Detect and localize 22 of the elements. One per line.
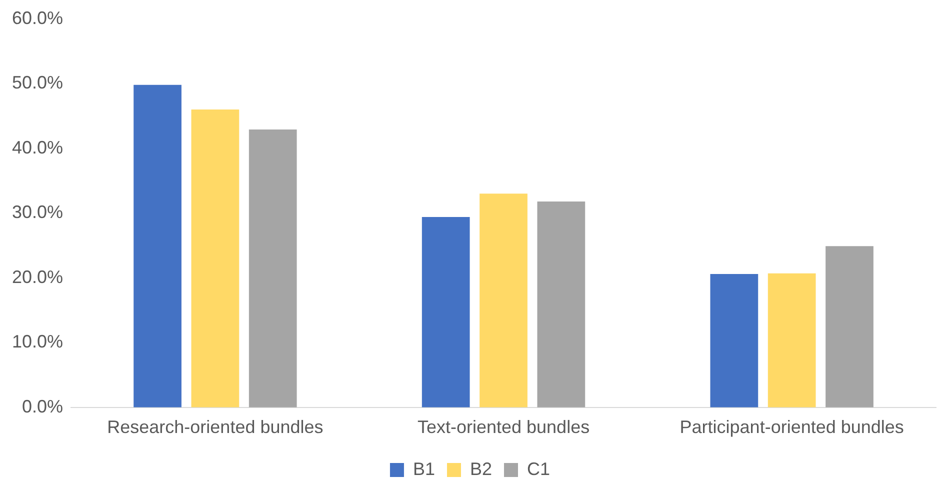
legend-label: B1 — [412, 458, 436, 479]
y-tick-label: 0.0% — [22, 396, 64, 416]
legend-label: B2 — [470, 458, 492, 479]
legend-label: C1 — [527, 458, 550, 479]
bar — [710, 274, 758, 408]
bar — [191, 109, 240, 408]
bar — [480, 194, 528, 408]
bar — [248, 130, 297, 408]
x-tick-label: Participant-oriented bundles — [680, 417, 904, 438]
x-tick-label: Text-oriented bundles — [417, 417, 590, 438]
bar — [826, 246, 874, 408]
y-tick-label: 40.0% — [12, 137, 64, 158]
y-tick-label: 50.0% — [12, 72, 64, 93]
bar — [134, 84, 182, 408]
bar — [422, 216, 470, 408]
y-tick-label: 20.0% — [12, 266, 64, 287]
y-tick-label: 60.0% — [12, 8, 64, 28]
x-tick-label: Research-oriented bundles — [107, 417, 324, 438]
y-tick-label: 30.0% — [12, 202, 64, 222]
bar — [537, 201, 586, 408]
y-tick-label: 10.0% — [12, 332, 64, 352]
bar — [768, 273, 816, 408]
